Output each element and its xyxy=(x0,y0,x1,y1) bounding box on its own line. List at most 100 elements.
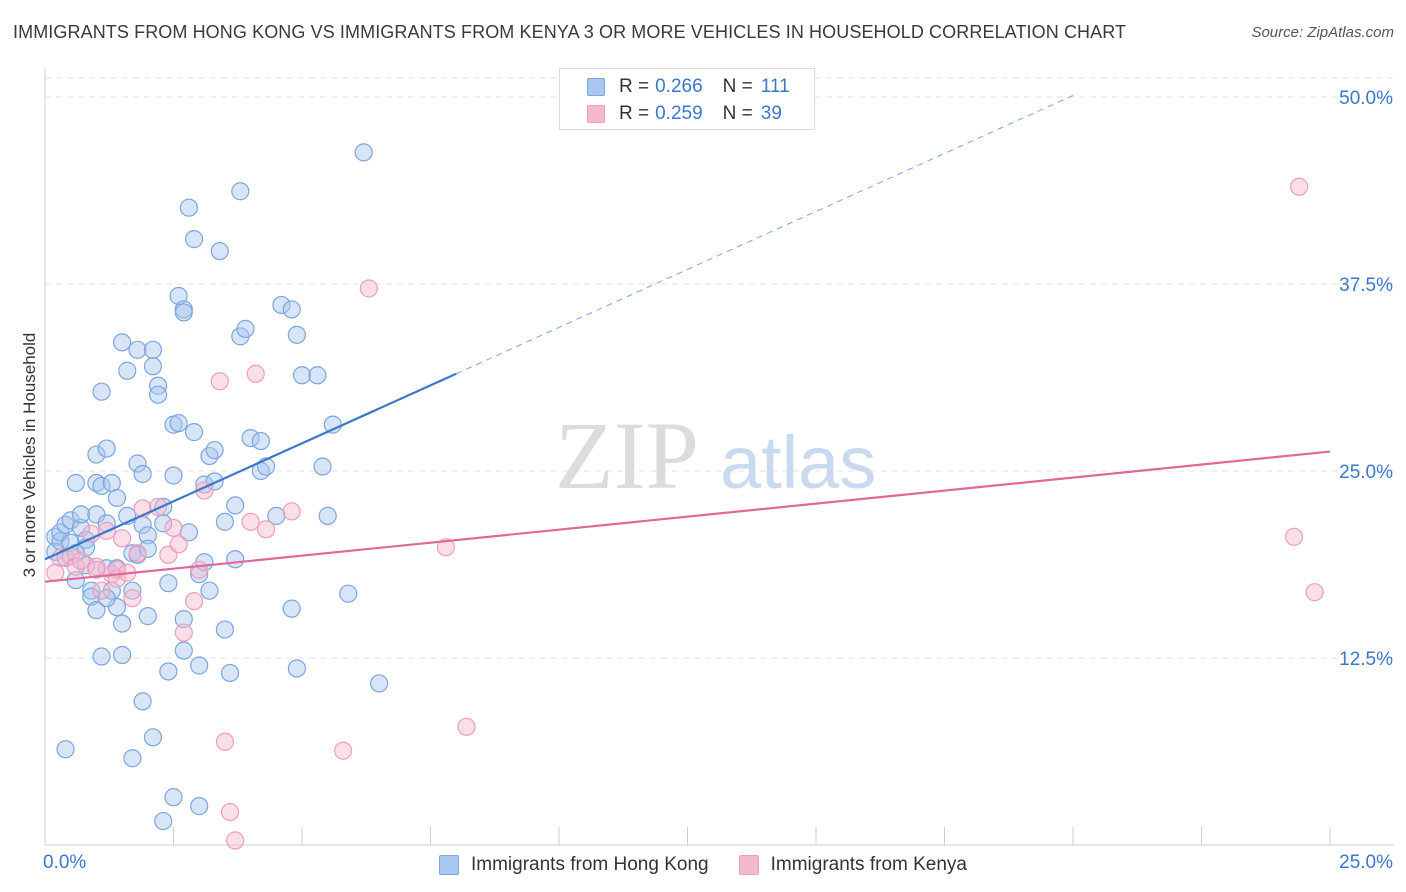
data-point-hong-kong xyxy=(179,198,199,217)
data-point-hong-kong xyxy=(174,303,193,322)
data-point-hong-kong xyxy=(123,581,142,600)
data-point-kenya xyxy=(457,717,476,736)
data-point-hong-kong xyxy=(287,659,306,678)
data-point-hong-kong xyxy=(123,749,142,768)
legend-row-hong-kong: R = 0.266 N = 111 xyxy=(587,75,790,99)
data-point-hong-kong xyxy=(169,286,188,306)
data-point-hong-kong xyxy=(159,574,178,593)
data-point-hong-kong xyxy=(292,366,312,385)
watermark: ZIP atlas xyxy=(555,402,876,509)
data-point-kenya xyxy=(359,279,378,298)
data-point-hong-kong xyxy=(66,473,85,493)
data-point-hong-kong xyxy=(354,143,373,162)
data-point-hong-kong xyxy=(226,550,245,569)
data-point-kenya xyxy=(334,741,353,760)
legend-r-value: 0.259 xyxy=(655,103,703,124)
trend-extension-hong-kong xyxy=(455,95,1074,375)
y-tick-label: 25.0% xyxy=(1339,462,1393,483)
data-point-hong-kong xyxy=(71,505,91,524)
data-point-hong-kong xyxy=(174,641,193,660)
data-point-kenya xyxy=(1290,177,1309,196)
axes xyxy=(44,68,1394,846)
data-point-hong-kong xyxy=(112,645,132,665)
data-point-kenya xyxy=(241,512,260,531)
y-tick-label: 50.0% xyxy=(1339,88,1393,109)
legend-r-label: R = xyxy=(619,76,650,97)
data-point-hong-kong xyxy=(308,366,327,385)
data-point-hong-kong xyxy=(82,587,101,606)
data-point-kenya xyxy=(256,520,276,539)
data-point-hong-kong xyxy=(148,385,168,404)
legend-item-hong-kong[interactable]: Immigrants from Hong Kong xyxy=(439,854,709,876)
data-point-kenya xyxy=(1305,583,1324,602)
y-tick-label: 12.5% xyxy=(1339,649,1393,670)
data-point-kenya xyxy=(246,364,265,383)
series-legend: Immigrants from Hong Kong Immigrants fro… xyxy=(0,852,1406,878)
data-point-hong-kong xyxy=(200,446,219,466)
data-point-hong-kong xyxy=(164,466,183,485)
legend-item-kenya[interactable]: Immigrants from Kenya xyxy=(738,854,967,876)
chart-title: IMMIGRANTS FROM HONG KONG VS IMMIGRANTS … xyxy=(13,22,1127,42)
data-point-hong-kong xyxy=(107,488,127,508)
data-point-hong-kong xyxy=(190,797,209,816)
data-point-kenya xyxy=(184,592,204,611)
data-point-hong-kong xyxy=(236,319,255,338)
data-point-kenya xyxy=(210,372,229,391)
legend-r-label: R = xyxy=(619,103,650,124)
data-point-hong-kong xyxy=(71,518,91,537)
series-hong-kong-points xyxy=(46,143,389,831)
source-label: Source: ZipAtlas.com xyxy=(1251,24,1394,41)
data-point-hong-kong xyxy=(220,663,240,683)
data-point-hong-kong xyxy=(370,674,389,693)
data-point-hong-kong xyxy=(205,440,224,460)
data-point-hong-kong xyxy=(143,357,163,376)
legend-swatch-pink xyxy=(738,855,759,875)
data-point-kenya xyxy=(82,524,101,543)
data-point-hong-kong xyxy=(169,414,188,433)
data-point-hong-kong xyxy=(154,811,173,831)
legend-n-label: N = xyxy=(722,76,753,97)
data-point-hong-kong xyxy=(107,598,127,617)
data-point-hong-kong xyxy=(313,457,332,476)
watermark-zip: ZIP xyxy=(555,402,699,509)
data-point-hong-kong xyxy=(226,496,245,515)
legend-row-kenya: R = 0.259 N = 39 xyxy=(587,102,782,126)
y-tick-label: 37.5% xyxy=(1339,275,1393,296)
grid-lines xyxy=(45,77,1395,659)
data-point-hong-kong xyxy=(56,740,75,759)
data-point-kenya xyxy=(436,538,456,557)
data-point-hong-kong xyxy=(61,511,80,530)
data-point-kenya xyxy=(92,581,111,600)
data-point-hong-kong xyxy=(87,601,106,620)
data-point-hong-kong xyxy=(133,692,152,711)
data-point-hong-kong xyxy=(92,647,111,666)
data-point-hong-kong xyxy=(164,788,183,807)
data-point-kenya xyxy=(112,529,132,548)
data-point-hong-kong xyxy=(282,300,301,319)
data-point-hong-kong xyxy=(128,454,147,473)
legend-label-kenya: Immigrants from Kenya xyxy=(770,854,967,875)
data-point-hong-kong xyxy=(241,428,260,448)
data-point-hong-kong xyxy=(87,445,106,464)
data-point-hong-kong xyxy=(272,295,291,315)
legend-label-hong-kong: Immigrants from Hong Kong xyxy=(471,854,709,875)
data-point-kenya xyxy=(190,560,209,579)
data-point-hong-kong xyxy=(138,526,157,545)
legend-swatch-blue xyxy=(439,855,459,875)
trend-line-kenya xyxy=(44,450,1331,583)
data-point-hong-kong xyxy=(231,182,250,201)
data-point-kenya xyxy=(148,497,168,517)
data-point-hong-kong xyxy=(112,614,132,633)
legend-n-value: 39 xyxy=(760,103,782,124)
data-point-kenya xyxy=(71,551,91,570)
data-point-hong-kong xyxy=(215,512,234,531)
data-point-hong-kong xyxy=(112,333,132,352)
legend-n-label: N = xyxy=(722,103,753,124)
data-point-kenya xyxy=(282,502,301,521)
x-tick-label-max: 25.0% xyxy=(1339,852,1393,873)
trend-lines xyxy=(44,95,1331,583)
data-point-hong-kong xyxy=(287,325,306,344)
data-point-hong-kong xyxy=(92,476,111,496)
data-point-hong-kong xyxy=(97,439,116,458)
trend-line-hong-kong xyxy=(44,372,457,561)
